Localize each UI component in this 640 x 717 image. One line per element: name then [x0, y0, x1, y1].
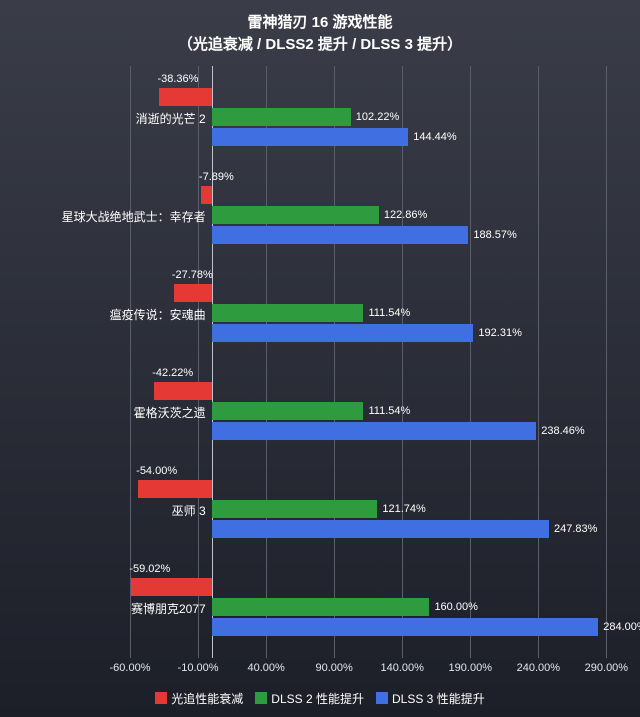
bar-value-label: 122.86% [384, 209, 427, 221]
gridline [198, 66, 199, 658]
performance-chart: 雷神猎刃 16 游戏性能 （光追衰减 / DLSS2 提升 / DLSS 3 提… [0, 0, 640, 717]
x-tick-label: 40.00% [247, 662, 284, 674]
bar [212, 422, 537, 440]
bar [212, 206, 379, 224]
legend-swatch [376, 692, 388, 704]
bar-value-label: -42.22% [152, 367, 193, 379]
category-label: 消逝的光芒 2 [0, 110, 206, 127]
bar-value-label: 121.74% [382, 503, 425, 515]
gridline [402, 66, 403, 658]
category-label: 星球大战绝地武士：幸存者 [0, 208, 206, 225]
bar [212, 226, 469, 244]
category-label: 霍格沃茨之遗 [0, 404, 206, 421]
gridline [470, 66, 471, 658]
chart-title: 雷神猎刃 16 游戏性能 （光追衰减 / DLSS2 提升 / DLSS 3 提… [0, 12, 640, 56]
x-tick-label: 140.00% [381, 662, 424, 674]
legend-swatch [255, 692, 267, 704]
gridline [266, 66, 267, 658]
bar-value-label: -38.36% [157, 73, 198, 85]
bar-value-label: 102.22% [356, 111, 399, 123]
gridline [334, 66, 335, 658]
zero-axis [212, 66, 213, 658]
bar-value-label: 238.46% [541, 425, 584, 437]
legend-text: 光追性能衰减 [171, 692, 243, 706]
gridline [606, 66, 607, 658]
bar-value-label: 111.54% [368, 405, 410, 417]
legend-text: DLSS 3 性能提升 [392, 692, 485, 706]
bar-value-label: -59.02% [129, 563, 170, 575]
bar [212, 108, 351, 126]
bar [212, 520, 549, 538]
bar [201, 186, 212, 204]
bar-value-label: 247.83% [554, 523, 597, 535]
legend-item: DLSS 3 性能提升 [376, 690, 485, 707]
bar [174, 284, 212, 302]
bar-value-label: -54.00% [136, 465, 177, 477]
legend-text: DLSS 2 性能提升 [271, 692, 364, 706]
bar [212, 304, 364, 322]
bar-value-label: -7.89% [199, 171, 234, 183]
bar [154, 382, 211, 400]
legend-item: 光追性能衰减 [155, 690, 243, 707]
bar [212, 128, 409, 146]
bar [138, 480, 212, 498]
bar [212, 402, 364, 420]
bar [212, 598, 430, 616]
x-tick-label: -10.00% [178, 662, 219, 674]
x-tick-label: 190.00% [449, 662, 492, 674]
chart-title-line1: 雷神猎刃 16 游戏性能 [0, 12, 640, 34]
category-label: 瘟疫传说：安魂曲 [0, 306, 206, 323]
bar [212, 618, 599, 636]
chart-title-line2: （光追衰减 / DLSS2 提升 / DLSS 3 提升） [0, 34, 640, 56]
legend: 光追性能衰减 DLSS 2 性能提升 DLSS 3 性能提升 [0, 690, 640, 707]
x-tick-label: 240.00% [517, 662, 560, 674]
legend-swatch [155, 692, 167, 704]
bar [159, 88, 211, 106]
bar-value-label: 160.00% [434, 601, 477, 613]
gridline [538, 66, 539, 658]
category-label: 赛博朋克2077 [0, 600, 206, 617]
bar-value-label: 144.44% [413, 131, 456, 143]
bar-value-label: 192.31% [478, 327, 521, 339]
bar-value-label: -27.78% [172, 269, 213, 281]
x-tick-label: 90.00% [316, 662, 353, 674]
bar [212, 500, 378, 518]
bar-value-label: 188.57% [473, 229, 516, 241]
bar [131, 578, 211, 596]
x-tick-label: -60.00% [110, 662, 151, 674]
legend-item: DLSS 2 性能提升 [255, 690, 364, 707]
plot-area [130, 66, 620, 658]
category-label: 巫师 3 [0, 502, 206, 519]
x-tick-label: 290.00% [585, 662, 628, 674]
bar-value-label: 284.00% [603, 621, 640, 633]
bar-value-label: 111.54% [368, 307, 410, 319]
bar [212, 324, 474, 342]
